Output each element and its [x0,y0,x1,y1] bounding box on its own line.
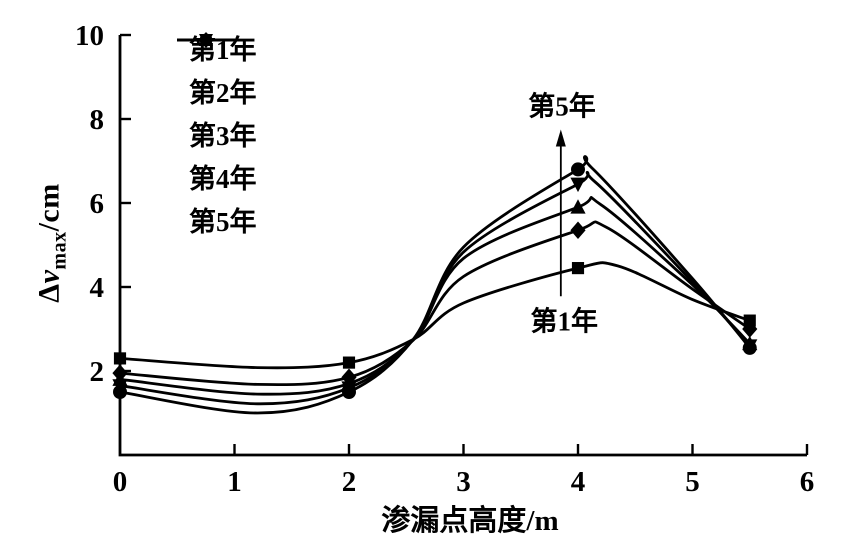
circle-marker-icon [342,385,356,399]
annotation-year1: 第1年 [530,306,599,336]
x-tick-label-6: 6 [800,466,815,498]
diamond-marker-icon [570,221,586,240]
ylabel-subscript: max [48,231,71,270]
legend-swatch-circle [177,33,235,47]
annotation-year5: 第5年 [528,91,596,122]
legend-item-4: 第4年 [177,34,257,201]
legend-item-3: 第3年 [177,32,257,158]
circle-marker-icon [742,340,757,355]
y-tick-label-2: 6 [90,188,105,220]
diamond-marker-icon [742,320,758,338]
y-tick-label-0: 2 [90,356,105,388]
series-markers-5 [113,162,757,399]
x-tick-label-0: 0 [113,466,128,498]
legend: 第1年 第2年 第3年 第4年 第5年 [177,29,257,244]
legend-label-5: 第5年 [189,207,257,237]
x-tick-label-5: 5 [685,466,700,498]
legend-label-3: 第3年 [189,121,257,151]
triangle-down-marker-icon [570,177,586,193]
series-markers-1 [113,262,756,369]
x-tick-label-3: 3 [456,466,471,498]
legend-item-2: 第2年 [177,31,257,115]
x-tick-label-1: 1 [227,466,242,498]
circle-marker-icon [571,162,585,177]
series-line-4 [119,170,751,406]
square-marker-icon [342,356,356,369]
legend-label-2: 第2年 [189,78,257,108]
y-tick-label-3: 8 [90,104,105,136]
y-axis-label: Δvmax/cm [33,183,72,302]
series-line-1 [119,261,751,370]
ylabel-delta: Δ [32,283,66,303]
legend-label-4: 第4年 [189,164,257,194]
annotation-arrow-head-icon [555,129,566,147]
series-line-3 [119,196,751,396]
triangle-up-marker-icon [570,199,586,214]
ylabel-variable: v [32,269,66,284]
circle-marker-icon [199,33,213,47]
series-line-2 [119,220,751,387]
square-marker-icon [113,352,127,365]
square-marker-icon [571,262,585,275]
x-axis-label: 渗漏点高度/m [381,505,559,537]
x-tick-label-4: 4 [571,466,586,498]
ylabel-unit: /cm [32,183,66,232]
y-tick-label-4: 10 [75,20,104,52]
circle-marker-icon [113,385,127,399]
legend-item-5: 第5年 [177,33,257,244]
y-tick-label-1: 4 [90,272,105,304]
series-line-5 [119,155,751,415]
x-tick-label-2: 2 [342,466,357,498]
